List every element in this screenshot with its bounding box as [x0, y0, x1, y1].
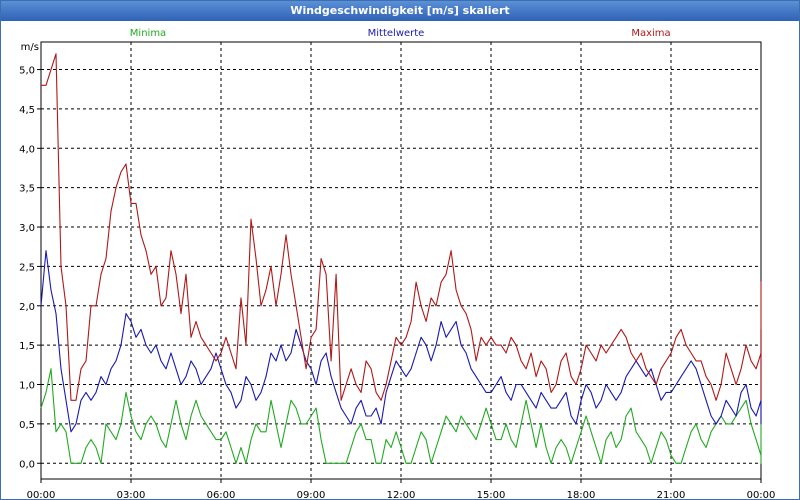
y-tick-label: 4,0: [19, 144, 35, 155]
y-tick-label: 2,5: [19, 262, 35, 273]
series-line-maxima: [41, 53, 762, 401]
x-tick-time-label: 03:00: [117, 490, 146, 499]
y-tick-label: 1,5: [19, 341, 35, 352]
x-tick-time-label: 18:00: [567, 490, 596, 499]
legend-mittelwerte: Mittelwerte: [368, 28, 425, 39]
chart-title: Windgeschwindigkeit [m/s] skaliert: [1, 1, 799, 21]
y-tick-label: 3,0: [19, 223, 35, 234]
series-line-mittelwerte: [40, 250, 762, 433]
x-tick-time-label: 09:00: [297, 490, 326, 499]
y-tick-label: 5,0: [19, 66, 35, 77]
y-tick-label: 2,0: [19, 302, 35, 313]
x-tick-time-label: 00:00: [27, 490, 56, 499]
x-tick-time-label: 21:00: [657, 490, 686, 499]
y-tick-label: 3,5: [19, 184, 35, 195]
x-tick-time-label: 12:00: [387, 490, 416, 499]
y-tick-label: 4,5: [19, 105, 35, 116]
y-tick-label: 0,0: [19, 459, 35, 470]
x-tick-time-label: 00:00: [747, 490, 776, 499]
series-line-minima: [40, 368, 762, 464]
y-axis-unit-label: m/s: [21, 42, 39, 53]
x-tick-time-label: 06:00: [207, 490, 236, 499]
y-tick-label: 0,5: [19, 420, 35, 431]
wind-speed-chart: 0,0 0,5 1,0 1,5 2,0 2,5 3,0 3,5 4,0 4,5 5,0 m/s 00:…: [19, 28, 776, 499]
x-tick-time-label: 15:00: [477, 490, 506, 499]
legend-maxima: Maxima: [631, 28, 670, 39]
legend-minima: Minima: [130, 28, 166, 39]
y-tick-label: 1,0: [19, 381, 35, 392]
